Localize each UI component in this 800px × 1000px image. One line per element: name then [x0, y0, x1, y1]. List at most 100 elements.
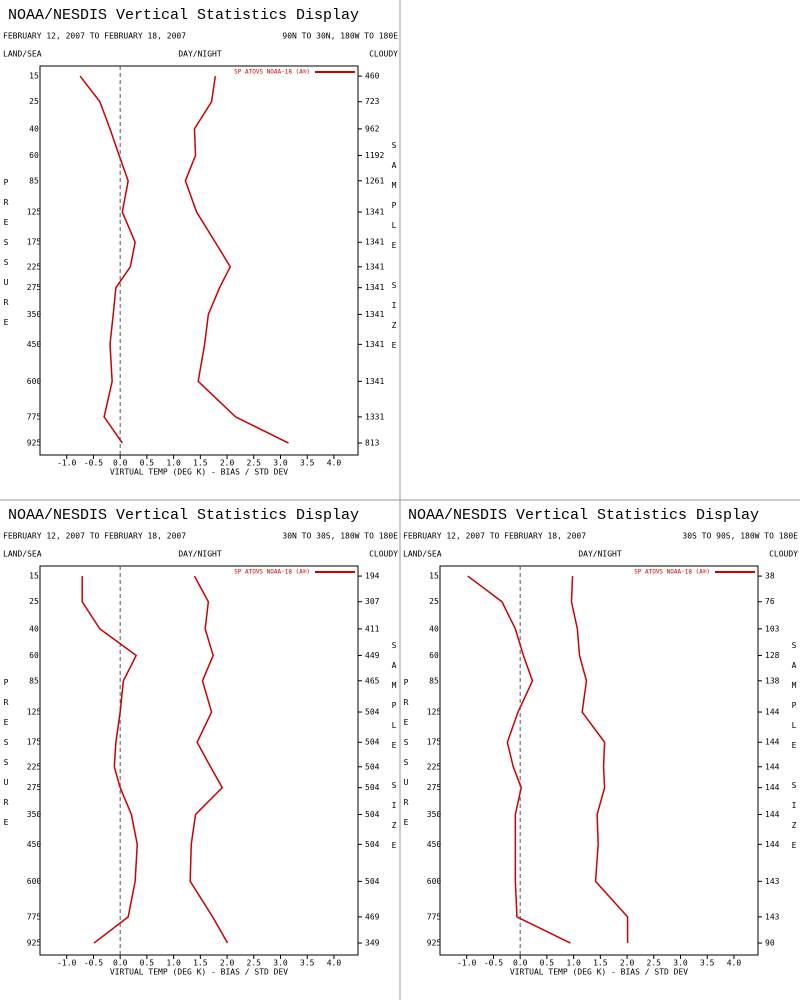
chart-panel: NOAA/NESDIS Vertical Statistics Display F… [2, 507, 399, 977]
sample-size-label: 469 [365, 912, 380, 921]
x-tick-label: 0.5 [540, 959, 555, 968]
bias-line [81, 576, 139, 944]
sample-size-label: 38 [765, 572, 775, 581]
y-tick-label: 775 [27, 912, 42, 921]
y-tick-label: 40 [29, 124, 39, 133]
y-tick-label: 275 [427, 783, 442, 792]
y2-axis-label: SAMPLE SIZE [390, 641, 399, 861]
y-tick-label: 775 [27, 412, 42, 421]
y-tick-label: 85 [29, 676, 39, 685]
x-axis-label: VIRTUAL TEMP (DEG K) - BIAS / STD DEV [510, 968, 688, 977]
y-tick-label: 350 [27, 810, 42, 819]
x-tick-label: 2.0 [620, 959, 635, 968]
plot-frame [39, 565, 359, 956]
std-dev-line [189, 575, 229, 944]
plot-frame [39, 65, 359, 456]
y-tick-label: 125 [427, 708, 442, 717]
chart-title: NOAA/NESDIS Vertical Statistics Display [8, 7, 359, 24]
y-tick-label: 125 [27, 708, 42, 717]
x-tick-label: 2.5 [647, 959, 662, 968]
chart-title: NOAA/NESDIS Vertical Statistics Display [8, 507, 359, 524]
sample-size-label: 138 [765, 676, 780, 685]
y-tick-label: 25 [429, 597, 439, 606]
y-tick-label: 225 [27, 262, 42, 271]
sample-size-label: 144 [765, 840, 780, 849]
y-tick-label: 350 [427, 810, 442, 819]
sample-size-label: 504 [365, 762, 380, 771]
sample-size-label: 1341 [365, 377, 384, 386]
sample-size-label: 504 [365, 708, 380, 717]
sample-size-label: 1192 [365, 151, 384, 160]
cloudy: CLOUDY [369, 550, 398, 559]
x-tick-label: -1.0 [57, 459, 76, 468]
sample-size-label: 1341 [365, 238, 384, 247]
sample-size-label: 90 [765, 939, 775, 948]
x-tick-label: 3.5 [700, 959, 715, 968]
day-night: DAY/NIGHT [178, 50, 222, 59]
x-tick-label: 1.5 [193, 959, 208, 968]
y-tick-label: 275 [27, 783, 42, 792]
x-tick-label: 2.5 [247, 459, 262, 468]
land-sea: LAND/SEA [403, 550, 442, 559]
std-dev-line [184, 75, 289, 444]
sample-size-label: 1341 [365, 208, 384, 217]
y-axis-label: PRESSURE [2, 178, 11, 338]
y-tick-label: 175 [427, 738, 442, 747]
sample-size-label: 504 [365, 783, 380, 792]
y-tick-label: 450 [27, 840, 42, 849]
plot-frame [439, 565, 759, 956]
date-range: FEBRUARY 12, 2007 TO FEBRUARY 18, 2007 [3, 532, 186, 541]
y-tick-label: 225 [427, 762, 442, 771]
land-sea: LAND/SEA [3, 50, 42, 59]
sample-size-label: 76 [765, 597, 775, 606]
sample-size-label: 144 [765, 738, 780, 747]
x-tick-label: 4.0 [327, 959, 342, 968]
x-tick-label: 3.0 [673, 959, 688, 968]
x-tick-label: 0.0 [513, 959, 528, 968]
legend-label: SP ATOVS NOAA-18 (A®) [234, 569, 310, 576]
y2-axis-label: SAMPLE SIZE [790, 641, 799, 861]
sample-size-label: 103 [765, 624, 780, 633]
x-tick-label: -0.5 [484, 959, 503, 968]
x-tick-label: -0.5 [84, 959, 103, 968]
y-tick-label: 450 [427, 840, 442, 849]
sample-size-label: 143 [765, 912, 780, 921]
sample-size-label: 504 [365, 810, 380, 819]
y-tick-label: 600 [27, 377, 42, 386]
cloudy: CLOUDY [369, 50, 398, 59]
x-tick-label: 2.5 [247, 959, 262, 968]
day-night: DAY/NIGHT [578, 550, 622, 559]
x-tick-label: 3.0 [273, 959, 288, 968]
y-tick-label: 85 [29, 176, 39, 185]
y-tick-label: 15 [29, 572, 39, 581]
y-tick-label: 60 [29, 651, 39, 660]
y-tick-label: 85 [429, 676, 439, 685]
legend-label: SP ATOVS NOAA-18 (A®) [634, 569, 710, 576]
x-tick-label: 0.5 [140, 959, 155, 968]
x-tick-label: 0.0 [113, 459, 128, 468]
y-tick-label: 925 [427, 939, 442, 948]
chart-panel: NOAA/NESDIS Vertical Statistics Display F… [402, 507, 799, 977]
y-tick-label: 40 [29, 624, 39, 633]
x-axis-label: VIRTUAL TEMP (DEG K) - BIAS / STD DEV [110, 968, 288, 977]
sample-size-label: 723 [365, 97, 380, 106]
sample-size-label: 1331 [365, 412, 384, 421]
x-tick-label: 0.0 [113, 959, 128, 968]
y2-axis-label: SAMPLE SIZE [390, 141, 399, 361]
sample-size-label: 460 [365, 72, 380, 81]
x-tick-label: 3.5 [300, 959, 315, 968]
sample-size-label: 349 [365, 939, 380, 948]
sample-size-label: 504 [365, 738, 380, 747]
y-tick-label: 25 [29, 597, 39, 606]
sample-size-label: 144 [765, 708, 780, 717]
std-dev-line [570, 576, 629, 944]
y-tick-label: 60 [29, 151, 39, 160]
sample-size-label: 411 [365, 624, 380, 633]
bias-line [79, 75, 136, 444]
y-tick-label: 600 [427, 877, 442, 886]
x-tick-label: 1.0 [166, 959, 181, 968]
sample-size-label: 144 [765, 783, 780, 792]
sample-size-label: 194 [365, 572, 380, 581]
y-tick-label: 450 [27, 340, 42, 349]
